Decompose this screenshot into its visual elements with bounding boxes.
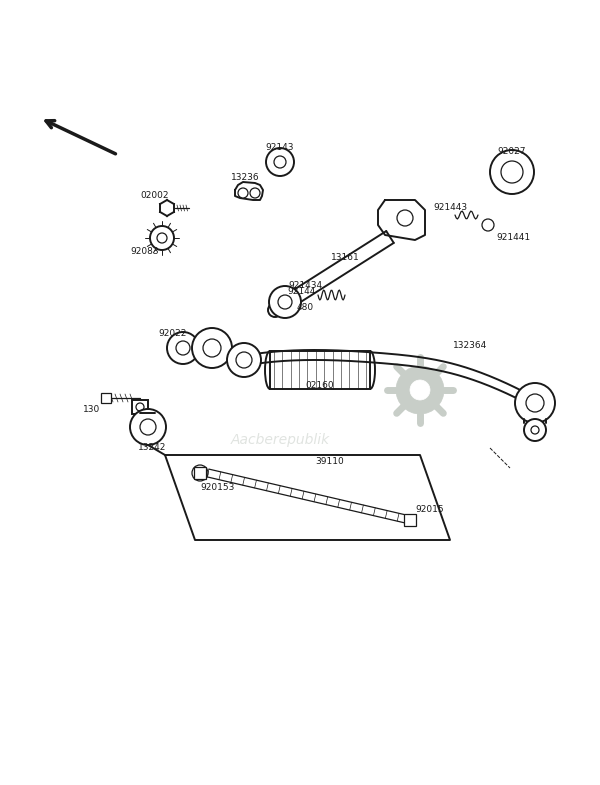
Circle shape [140, 419, 156, 435]
Circle shape [236, 352, 252, 368]
Circle shape [410, 380, 430, 400]
Text: 480: 480 [296, 304, 314, 312]
Circle shape [524, 419, 546, 441]
Text: 921434: 921434 [288, 280, 322, 290]
Circle shape [396, 366, 444, 414]
Circle shape [526, 394, 544, 412]
Circle shape [250, 188, 260, 198]
Circle shape [203, 339, 221, 357]
Text: 921443: 921443 [433, 203, 467, 211]
Circle shape [268, 303, 282, 317]
Text: 02002: 02002 [141, 192, 169, 200]
Text: 13161: 13161 [331, 253, 359, 261]
Circle shape [136, 403, 144, 411]
Text: 92022: 92022 [159, 328, 187, 338]
Circle shape [192, 328, 232, 368]
Bar [194, 467, 206, 479]
Circle shape [130, 409, 166, 445]
Text: 13236: 13236 [230, 173, 259, 182]
Circle shape [490, 150, 534, 194]
Circle shape [501, 161, 523, 183]
Text: 02160: 02160 [305, 381, 334, 389]
Circle shape [167, 332, 199, 364]
Circle shape [269, 286, 301, 318]
Bar [270, 351, 370, 389]
Text: 92144: 92144 [288, 287, 316, 295]
Circle shape [515, 383, 555, 423]
Circle shape [227, 343, 261, 377]
Circle shape [272, 307, 278, 313]
Text: 39110: 39110 [316, 458, 344, 466]
Bar [404, 514, 416, 526]
Circle shape [238, 188, 248, 198]
Bar [132, 400, 148, 414]
Text: Aacberepublik: Aacberepublik [230, 433, 329, 447]
Circle shape [266, 148, 294, 176]
Text: 92015: 92015 [416, 506, 445, 514]
Circle shape [274, 156, 286, 168]
Text: 921441: 921441 [496, 232, 530, 242]
Circle shape [176, 341, 190, 355]
Circle shape [482, 219, 494, 231]
Circle shape [278, 295, 292, 309]
Text: 13242: 13242 [138, 443, 166, 451]
Text: 92083: 92083 [131, 247, 160, 257]
Circle shape [531, 426, 539, 434]
Circle shape [157, 233, 167, 243]
Bar [101, 393, 111, 403]
Circle shape [397, 210, 413, 226]
Text: 92027: 92027 [498, 147, 526, 155]
Text: 92143: 92143 [266, 144, 294, 152]
Text: 130: 130 [83, 406, 101, 414]
Text: 132364: 132364 [453, 341, 487, 349]
Circle shape [150, 226, 174, 250]
Circle shape [192, 465, 208, 481]
Text: 920153: 920153 [201, 483, 235, 491]
